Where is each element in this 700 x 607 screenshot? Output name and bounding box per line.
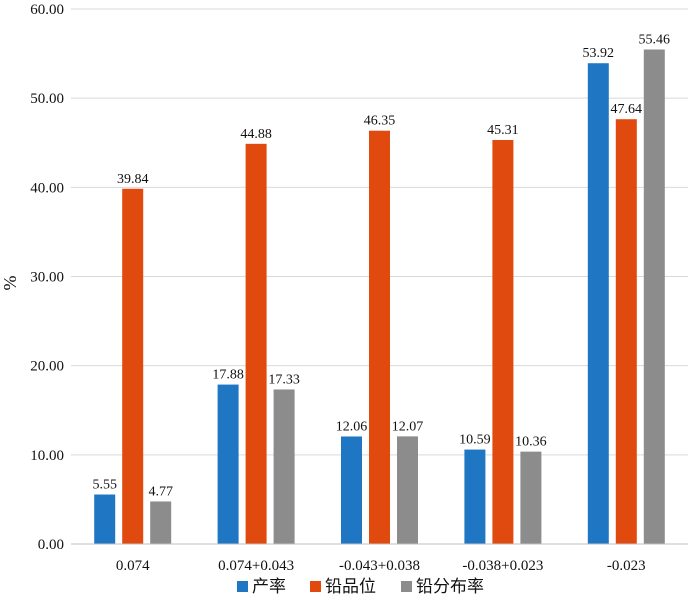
legend-label: 铅分布率 [416,577,484,597]
bar-2-2 [245,143,267,544]
x-category-label: -0.038+0.023 [462,558,543,574]
x-category-label: -0.043+0.038 [339,558,420,574]
bar-1-2 [217,384,239,544]
y-tick-label: 40.00 [30,180,64,196]
data-label: 47.64 [611,102,643,117]
data-label: 55.46 [639,32,671,47]
data-label: 44.88 [240,127,272,142]
y-axis-ticks: 0.00 10.00 20.00 30.00 40.00 50.00 60.00 [30,2,64,553]
data-label: 10.59 [459,433,491,448]
data-label: 17.33 [268,372,300,387]
y-axis-label: % [0,276,20,291]
bar-3-3 [397,436,418,544]
data-label: 17.88 [212,368,244,383]
legend-swatch [237,581,248,592]
bar-1-3 [341,436,362,544]
data-label: 5.55 [92,478,117,493]
bar-3-5 [643,49,665,545]
bar-3-2 [273,389,295,544]
bar-1-4 [464,449,486,544]
bar-3-4 [520,451,542,544]
bar-2-3 [369,130,390,544]
y-tick-label: 50.00 [30,91,64,107]
x-axis-categories: 0.074 0.074+0.043 -0.043+0.038 -0.038+0.023… [116,558,646,574]
legend-swatch [310,581,321,592]
bar-3-1 [150,501,172,544]
bars [94,49,665,545]
bar-1-1 [94,494,116,544]
bar-2-1 [122,188,144,544]
data-label: 39.84 [117,172,149,187]
bar-2-4 [492,139,514,544]
x-category-label: 0.074 [116,558,150,574]
bar-2-5 [615,119,637,545]
legend-swatch [401,581,412,592]
y-tick-label: 20.00 [30,359,64,375]
data-label: 53.92 [583,46,615,61]
data-label: 45.31 [487,123,519,138]
y-tick-label: 10.00 [30,448,64,464]
bar-1-5 [587,63,609,545]
y-tick-label: 60.00 [30,2,64,18]
data-label: 12.06 [336,419,368,434]
data-label: 10.36 [515,435,547,450]
x-category-label: 0.074+0.043 [218,558,294,574]
legend: 产率 铅品位 铅分布率 [237,577,484,597]
legend-label: 铅品位 [325,577,376,597]
data-label: 12.07 [392,419,424,434]
x-category-label: -0.023 [607,558,646,574]
legend-label: 产率 [252,577,286,597]
data-labels: 5.55 39.84 4.77 17.88 44.88 17.33 12.06 46.35 12… [92,32,670,499]
y-tick-label: 30.00 [30,270,64,286]
data-label: 4.77 [148,484,173,499]
y-tick-label: 0.00 [38,537,64,553]
data-label: 46.35 [364,114,396,129]
